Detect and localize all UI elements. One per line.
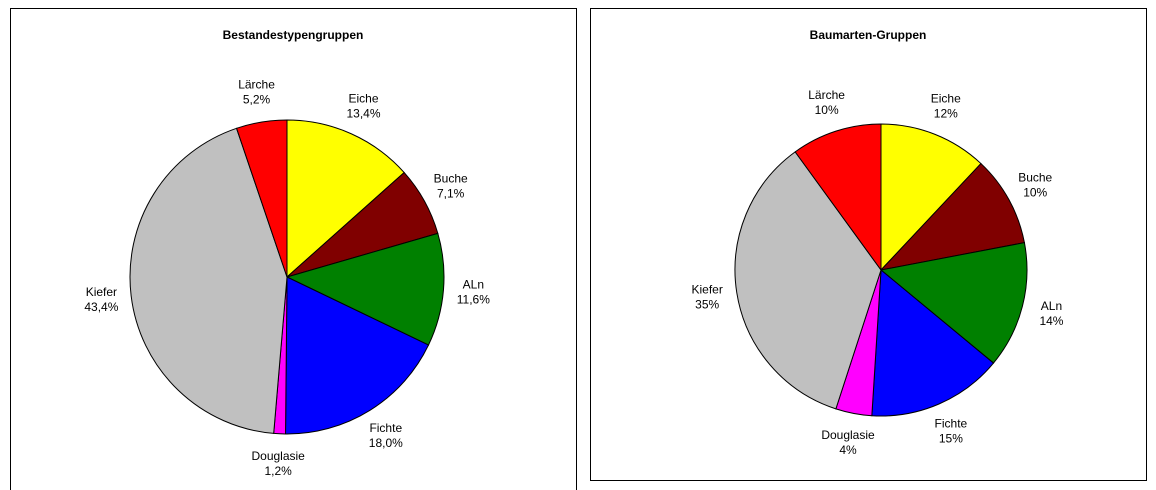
pie-slice	[879, 242, 1028, 364]
slice-value-label: 4%	[839, 443, 857, 457]
slice-label: Eiche	[348, 92, 378, 106]
slice-label: Douglasie	[251, 449, 305, 463]
slice-label: Eiche	[931, 92, 961, 106]
pie-slice	[734, 151, 882, 410]
slice-label: ALn	[463, 278, 484, 292]
slice-value-label: 10%	[815, 103, 839, 117]
chart-title: Bestandestypengruppen	[223, 28, 364, 42]
slice-label: Fichte	[935, 417, 968, 431]
slice-value-label: 18,0%	[369, 436, 403, 450]
pie-slice	[880, 123, 982, 272]
slice-label: Lärche	[238, 78, 275, 92]
chart-title: Baumarten-Gruppen	[810, 28, 927, 42]
pie-slice	[286, 119, 405, 279]
slice-label: Buche	[434, 172, 468, 186]
slice-label: Kiefer	[691, 283, 722, 297]
slice-label: Douglasie	[821, 428, 875, 442]
slice-label: Kiefer	[86, 285, 117, 299]
pie-slice	[871, 268, 995, 417]
pie-slice	[235, 119, 288, 278]
slice-value-label: 14%	[1039, 314, 1063, 328]
slice-value-label: 5,2%	[243, 93, 271, 107]
slice-value-label: 1,2%	[265, 464, 293, 478]
slice-value-label: 15%	[939, 432, 963, 446]
slice-value-label: 13,4%	[346, 107, 380, 121]
slice-value-label: 12%	[934, 107, 958, 121]
pie-slice	[879, 162, 1025, 271]
slice-value-label: 10%	[1023, 185, 1047, 199]
pie-slice	[285, 276, 430, 435]
slice-label: Lärche	[808, 88, 845, 102]
slice-label: ALn	[1041, 299, 1062, 313]
slice-value-label: 43,4%	[84, 300, 118, 314]
slice-value-label: 35%	[695, 298, 719, 312]
pie-slice	[285, 232, 445, 346]
slice-value-label: 7,1%	[437, 187, 465, 201]
slice-value-label: 11,6%	[457, 293, 490, 307]
slice-label: Fichte	[369, 421, 402, 435]
pie-slice	[129, 127, 288, 434]
pie-slice	[794, 123, 882, 272]
slice-label: Buche	[1018, 170, 1052, 184]
